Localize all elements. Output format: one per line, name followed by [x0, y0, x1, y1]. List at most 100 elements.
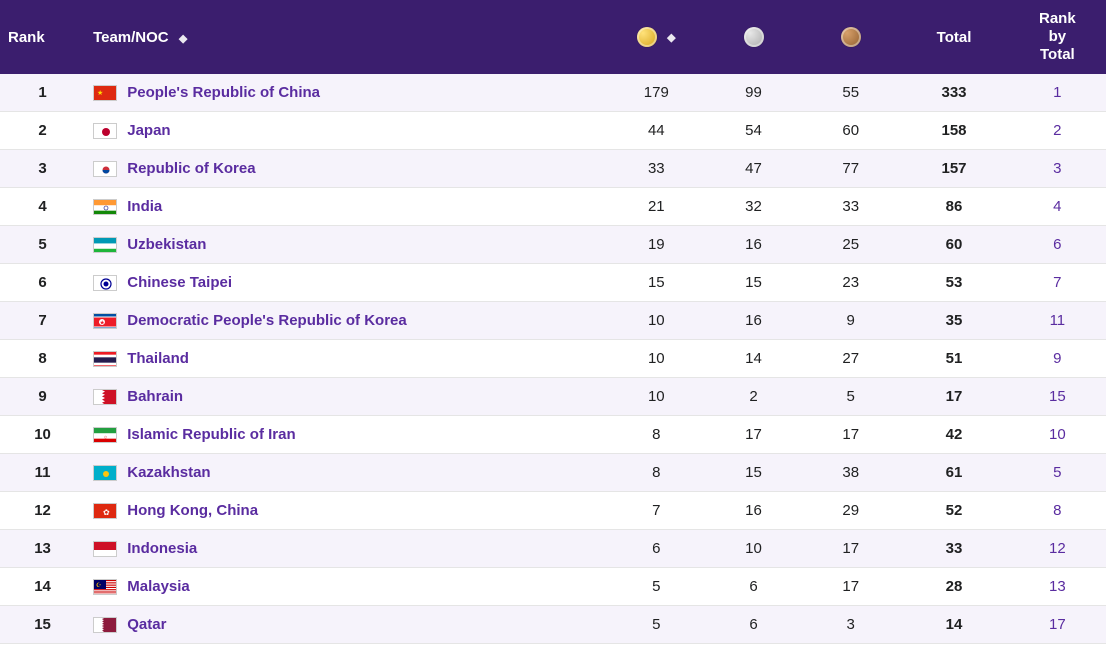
flag-icon — [93, 275, 117, 291]
rbt-link[interactable]: 8 — [1053, 502, 1061, 519]
cell-gold: 5 — [608, 568, 705, 606]
cell-rank: 13 — [0, 530, 85, 568]
team-link[interactable]: India — [127, 198, 162, 215]
cell-rank: 4 — [0, 188, 85, 226]
cell-silver: 17 — [705, 416, 802, 454]
cell-rank-by-total: 8 — [1009, 492, 1106, 530]
rbt-link[interactable]: 1 — [1053, 84, 1061, 101]
rbt-link[interactable]: 13 — [1049, 578, 1066, 595]
rbt-link[interactable]: 4 — [1053, 198, 1061, 215]
cell-gold: 8 — [608, 416, 705, 454]
rbt-link[interactable]: 5 — [1053, 464, 1061, 481]
cell-rank: 14 — [0, 568, 85, 606]
team-link[interactable]: Hong Kong, China — [127, 502, 258, 519]
table-row: 3 Republic of Korea 33 47 77 157 3 — [0, 150, 1106, 188]
rbt-link[interactable]: 7 — [1053, 274, 1061, 291]
cell-total: 53 — [899, 264, 1008, 302]
team-link[interactable]: Uzbekistan — [127, 236, 206, 253]
rbt-link[interactable]: 9 — [1053, 350, 1061, 367]
cell-bronze: 3 — [802, 606, 899, 644]
cell-silver: 15 — [705, 454, 802, 492]
flag-icon: ☪ — [93, 579, 117, 595]
cell-rank-by-total: 15 — [1009, 378, 1106, 416]
cell-rank-by-total: 11 — [1009, 302, 1106, 340]
sort-icon[interactable]: ◆ — [667, 33, 675, 44]
header-team-label: Team/NOC — [93, 29, 169, 46]
team-link[interactable]: Thailand — [127, 350, 189, 367]
cell-rank-by-total: 10 — [1009, 416, 1106, 454]
team-link[interactable]: Islamic Republic of Iran — [127, 426, 295, 443]
cell-total: 42 — [899, 416, 1008, 454]
cell-gold: 8 — [608, 454, 705, 492]
team-link[interactable]: Kazakhstan — [127, 464, 210, 481]
table-row: 12 ✿ Hong Kong, China 7 16 29 52 8 — [0, 492, 1106, 530]
sort-icon[interactable]: ◆ — [179, 34, 187, 45]
cell-rank: 12 — [0, 492, 85, 530]
cell-rank: 5 — [0, 226, 85, 264]
cell-team: ☪ Malaysia — [85, 568, 608, 606]
team-link[interactable]: Democratic People's Republic of Korea — [127, 312, 406, 329]
header-rank[interactable]: Rank — [0, 0, 85, 74]
cell-total: 28 — [899, 568, 1008, 606]
cell-silver: 2 — [705, 378, 802, 416]
cell-silver: 6 — [705, 606, 802, 644]
table-row: 14 ☪ Malaysia 5 6 17 28 13 — [0, 568, 1106, 606]
cell-silver: 15 — [705, 264, 802, 302]
team-link[interactable]: Japan — [127, 122, 170, 139]
team-link[interactable]: Bahrain — [127, 388, 183, 405]
rbt-link[interactable]: 17 — [1049, 616, 1066, 633]
cell-rank-by-total: 12 — [1009, 530, 1106, 568]
header-team[interactable]: Team/NOC ◆ — [85, 0, 608, 74]
table-row: 1 ★ People's Republic of China 179 99 55… — [0, 74, 1106, 112]
cell-gold: 6 — [608, 530, 705, 568]
cell-bronze: 77 — [802, 150, 899, 188]
team-link[interactable]: Qatar — [127, 616, 166, 633]
flag-icon — [93, 123, 117, 139]
table-row: 7 ★ Democratic People's Republic of Kore… — [0, 302, 1106, 340]
cell-silver: 54 — [705, 112, 802, 150]
table-row: 8 Thailand 10 14 27 51 9 — [0, 340, 1106, 378]
table-body: 1 ★ People's Republic of China 179 99 55… — [0, 74, 1106, 644]
rbt-link[interactable]: 3 — [1053, 160, 1061, 177]
flag-icon — [93, 541, 117, 557]
cell-bronze: 27 — [802, 340, 899, 378]
cell-bronze: 9 — [802, 302, 899, 340]
table-row: 10 ۞ Islamic Republic of Iran 8 17 17 42… — [0, 416, 1106, 454]
flag-icon: ★ — [93, 85, 117, 101]
cell-gold: 10 — [608, 378, 705, 416]
cell-gold: 15 — [608, 264, 705, 302]
cell-bronze: 25 — [802, 226, 899, 264]
table-row: 6 Chinese Taipei 15 15 23 53 7 — [0, 264, 1106, 302]
header-bronze[interactable] — [802, 0, 899, 74]
flag-icon — [93, 351, 117, 367]
header-total[interactable]: Total — [899, 0, 1008, 74]
cell-bronze: 55 — [802, 74, 899, 112]
cell-bronze: 33 — [802, 188, 899, 226]
cell-silver: 99 — [705, 74, 802, 112]
rbt-link[interactable]: 15 — [1049, 388, 1066, 405]
flag-icon — [93, 237, 117, 253]
header-gold[interactable]: ◆ — [608, 0, 705, 74]
team-link[interactable]: Republic of Korea — [127, 160, 255, 177]
header-rank-by-total[interactable]: Rank by Total — [1009, 0, 1106, 74]
rbt-link[interactable]: 2 — [1053, 122, 1061, 139]
team-link[interactable]: Malaysia — [127, 578, 190, 595]
cell-total: 35 — [899, 302, 1008, 340]
cell-bronze: 38 — [802, 454, 899, 492]
cell-total: 61 — [899, 454, 1008, 492]
cell-rank-by-total: 6 — [1009, 226, 1106, 264]
rbt-link[interactable]: 10 — [1049, 426, 1066, 443]
cell-rank-by-total: 5 — [1009, 454, 1106, 492]
rbt-link[interactable]: 12 — [1049, 540, 1066, 557]
rbt-link[interactable]: 6 — [1053, 236, 1061, 253]
team-link[interactable]: Chinese Taipei — [127, 274, 232, 291]
cell-gold: 7 — [608, 492, 705, 530]
cell-bronze: 17 — [802, 416, 899, 454]
rbt-link[interactable]: 11 — [1050, 312, 1066, 329]
cell-team: Japan — [85, 112, 608, 150]
cell-total: 33 — [899, 530, 1008, 568]
header-silver[interactable] — [705, 0, 802, 74]
team-link[interactable]: Indonesia — [127, 540, 197, 557]
team-link[interactable]: People's Republic of China — [127, 84, 320, 101]
cell-team: Chinese Taipei — [85, 264, 608, 302]
